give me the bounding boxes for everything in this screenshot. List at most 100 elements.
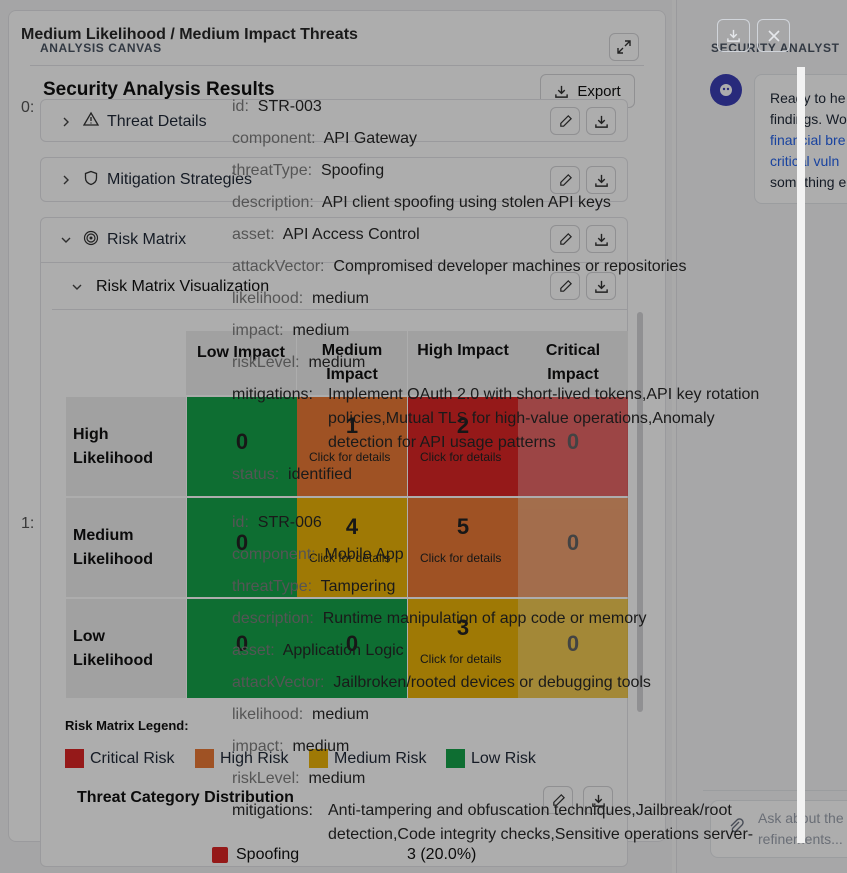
field-value: API Access Control	[282, 226, 420, 243]
edit-button[interactable]	[543, 786, 573, 814]
target-icon	[83, 230, 99, 251]
risk-matrix-header[interactable]: Risk Matrix	[41, 218, 627, 263]
mitigation-line: detection,Code integrity checks,Sensitiv…	[328, 826, 754, 843]
cell-hint: Click for details	[309, 450, 391, 464]
mitigation-line: Anti-tampering and obfuscation technique…	[328, 802, 732, 819]
legend-label: High Risk	[220, 749, 289, 767]
shield-icon	[83, 170, 99, 191]
download-button[interactable]	[586, 225, 616, 253]
cell-hint: Click for details	[420, 450, 502, 464]
canvas-scrollbar[interactable]	[637, 312, 643, 712]
cell-count: 1	[345, 413, 359, 438]
threat-field-risk-level: riskLevel: medium	[232, 767, 365, 791]
legend-item-medium: Medium Risk	[309, 749, 426, 768]
edit-button[interactable]	[550, 166, 580, 194]
field-key: impact:	[232, 322, 284, 339]
threat-field-description: description: API client spoofing using s…	[232, 191, 611, 215]
matrix-cell: 0	[518, 397, 628, 496]
mitigation-line: Implement OAuth 2.0 with short-lived tok…	[328, 386, 760, 403]
cell-count: 0	[566, 530, 580, 555]
field-key: component:	[232, 546, 316, 563]
threat-field-attack-vector: attackVector: Compromised developer mach…	[232, 255, 686, 279]
results-title: Security Analysis Results	[43, 79, 275, 100]
field-value: medium	[312, 290, 369, 307]
threat-field-mitigations: Anti-tampering and obfuscation technique…	[328, 799, 753, 847]
divider	[703, 790, 847, 791]
field-key: description:	[232, 610, 314, 627]
matrix-cell[interactable]: 3 Click for details	[408, 599, 518, 698]
cell-count: 0	[566, 429, 580, 454]
modal-scrollbar[interactable]	[797, 67, 805, 843]
index-label-0: 0:	[21, 99, 35, 116]
edit-button[interactable]	[550, 272, 580, 300]
paperclip-icon[interactable]	[727, 817, 745, 840]
download-icon	[555, 85, 569, 98]
warning-icon	[82, 111, 100, 132]
field-value: identified	[288, 466, 353, 483]
cell-count: 0	[235, 631, 249, 656]
column-header-critical-impact: Critical Impact	[518, 331, 628, 395]
field-value: Jailbroken/rooted devices or debugging t…	[333, 674, 651, 691]
matrix-cell[interactable]: 4 Click for details	[297, 498, 407, 597]
field-key: component:	[232, 130, 316, 147]
field-key: attackVector:	[232, 258, 325, 275]
field-key: id:	[232, 514, 249, 531]
edit-button[interactable]	[550, 107, 580, 135]
legend-swatch	[446, 749, 465, 768]
chat-link[interactable]: financial bre	[770, 132, 846, 148]
divider	[30, 65, 644, 66]
download-button[interactable]	[586, 272, 616, 300]
cell-hint: Click for details	[420, 551, 502, 565]
matrix-cell[interactable]: 2 Click for details	[408, 397, 518, 496]
field-value: Compromised developer machines or reposi…	[333, 258, 687, 275]
section-threat-details[interactable]: Threat Details	[40, 99, 628, 142]
threat-field-attack-vector: attackVector: Jailbroken/rooted devices …	[232, 671, 651, 695]
field-key: description:	[232, 194, 314, 211]
modal-title: Medium Likelihood / Medium Impact Threat…	[21, 26, 358, 43]
threat-field-risk-level: riskLevel: medium	[232, 351, 365, 375]
section-mitigation-strategies[interactable]: Mitigation Strategies	[40, 157, 628, 202]
edit-button[interactable]	[550, 225, 580, 253]
pencil-icon	[559, 173, 572, 186]
download-icon	[594, 174, 608, 187]
chevron-right-icon	[55, 175, 77, 185]
expand-button[interactable]	[609, 33, 639, 61]
row-header-medium-likelihood: Medium Likelihood	[66, 498, 186, 597]
risk-matrix-subheader[interactable]: Risk Matrix Visualization	[52, 264, 628, 310]
modal-download-button[interactable]	[717, 19, 750, 52]
matrix-cell: 0	[187, 599, 297, 698]
mitigation-line: policies,Mutual TLS for high-value opera…	[328, 410, 715, 427]
chat-line: something e	[770, 174, 847, 190]
download-button[interactable]	[586, 107, 616, 135]
cell-count: 0	[235, 530, 249, 555]
field-value: API client spoofing using stolen API key…	[321, 194, 611, 211]
download-button[interactable]	[583, 786, 613, 814]
download-icon	[594, 280, 608, 293]
field-key: threatType:	[232, 578, 313, 595]
field-value: Tampering	[320, 578, 396, 595]
matrix-cell: 0	[187, 397, 297, 496]
threat-field-component: component: Mobile App	[232, 543, 404, 567]
threat-field-impact: impact: medium	[232, 735, 349, 759]
matrix-cell[interactable]: 5 Click for details	[408, 498, 518, 597]
field-value: medium	[292, 322, 350, 339]
field-value: medium	[312, 706, 369, 723]
matrix-cell[interactable]: 1 Click for details	[297, 397, 407, 496]
modal-close-button[interactable]	[757, 19, 790, 52]
download-icon	[727, 29, 740, 42]
chevron-down-icon	[55, 235, 77, 245]
distribution-title: Threat Category Distribution	[77, 789, 294, 806]
cell-count: 3	[456, 615, 470, 640]
download-button[interactable]	[586, 166, 616, 194]
matrix-cell: 0	[187, 498, 297, 597]
field-key: likelihood:	[232, 290, 304, 307]
matrix-cell: 0	[518, 498, 628, 597]
legend-item-high: High Risk	[195, 749, 288, 768]
legend-label: Low Risk	[471, 749, 536, 767]
field-key: attackVector:	[232, 674, 325, 691]
download-icon	[594, 233, 608, 246]
field-key: status:	[232, 466, 280, 483]
close-icon	[767, 29, 780, 42]
distribution-value: 3 (20.0%)	[407, 846, 477, 863]
